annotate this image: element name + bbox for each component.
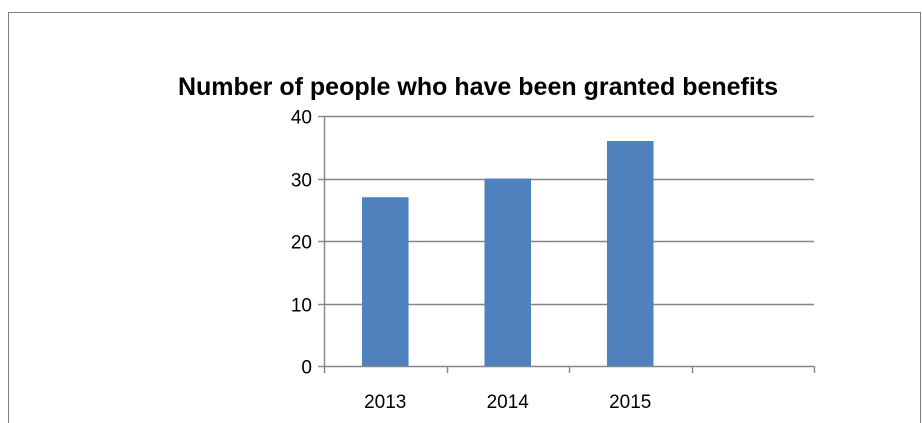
bar-2014 [484, 178, 532, 366]
x-tick-label: 2014 [487, 392, 530, 413]
y-tick-label: 20 [291, 233, 312, 254]
bar-2013 [361, 197, 409, 366]
y-tick-label: 0 [301, 358, 312, 379]
chart-frame-border [8, 12, 921, 423]
y-tick-label: 10 [291, 296, 312, 317]
chart-title: Number of people who have been granted b… [178, 73, 778, 101]
chart-container: Number of people who have been granted b… [8, 0, 922, 423]
axes [318, 115, 816, 373]
y-tick-label: 40 [291, 108, 312, 129]
y-tick-label: 30 [291, 171, 312, 192]
x-tick-label: 2013 [364, 392, 406, 413]
x-tick-label: 2015 [609, 392, 651, 413]
bar-chart: Number of people who have been granted b… [8, 12, 921, 423]
bar-2015 [606, 141, 654, 366]
bars [361, 141, 654, 366]
tick-labels: 0 10 20 30 40 2013 2014 2015 [291, 108, 652, 414]
